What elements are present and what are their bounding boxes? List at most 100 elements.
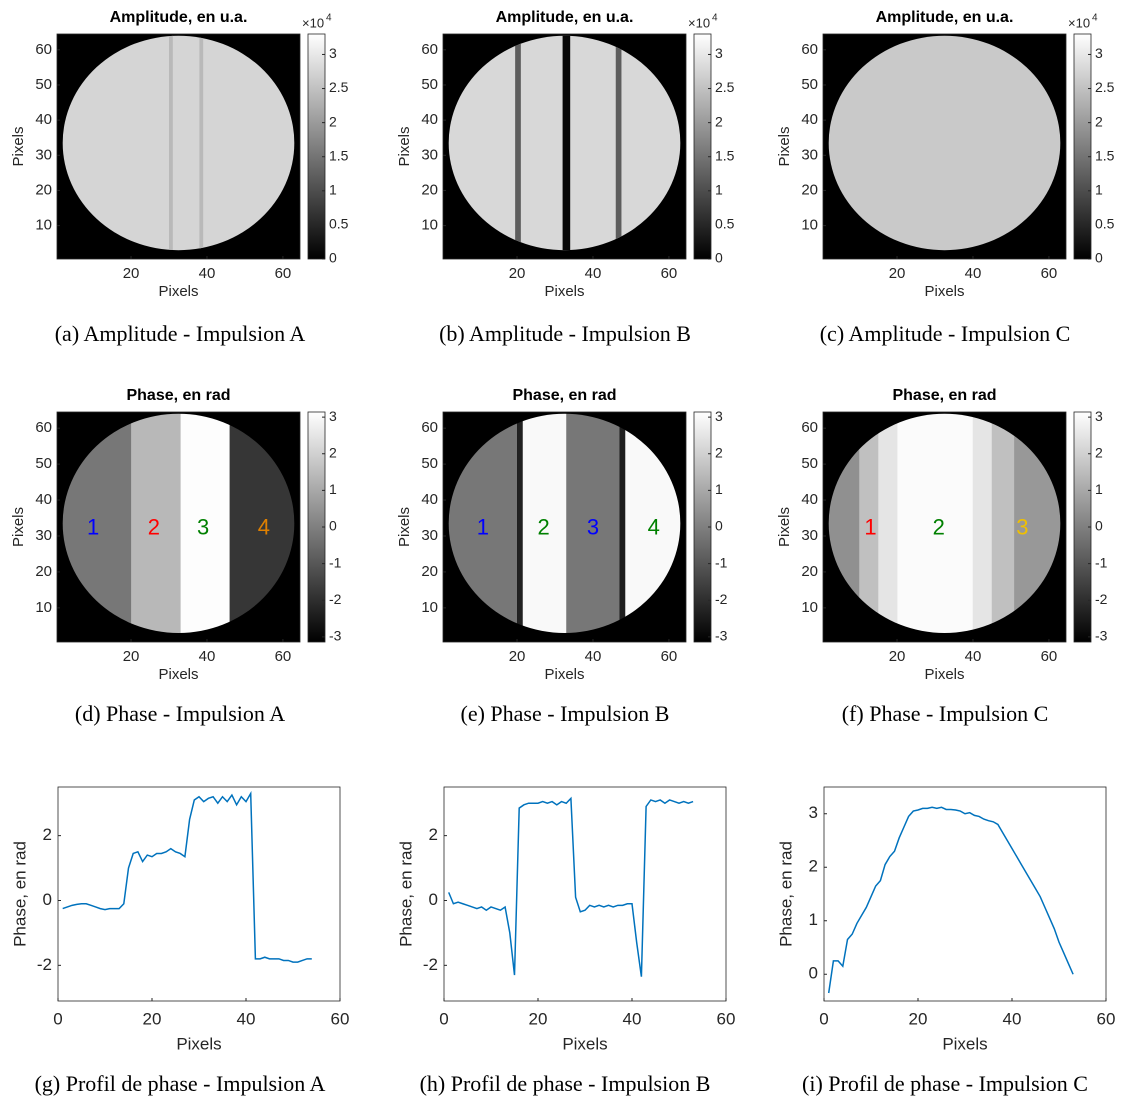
colorbar-tick-label: 0 [329,250,337,266]
y-tick-label: 20 [801,181,818,198]
x-tick-label: 20 [529,1009,548,1028]
x-axis-label: Pixels [544,666,584,683]
colorbar-tick-label: 2 [715,444,723,460]
y-tick-label: 60 [801,41,818,58]
colorbar-tick-label: -3 [1095,628,1108,644]
region-label: 3 [197,515,209,540]
y-tick-label: 10 [801,599,818,616]
y-tick-label: 2 [43,825,52,844]
y-axis-label: Phase, en rad [396,841,415,947]
image-region [828,35,1061,251]
y-tick-label: 20 [35,181,52,198]
colorbar-tick-label: 2 [1095,444,1103,460]
colorbar-tick-label: 2 [329,444,337,460]
region-label: 1 [477,515,489,540]
colorbar-tick-label: -3 [715,628,728,644]
colorbar-tick-label: 2 [1095,113,1103,129]
y-tick-label: 50 [421,455,438,472]
y-tick-label: 60 [421,41,438,58]
y-tick-label: 50 [421,76,438,93]
colorbar-tick-label: 3 [715,45,723,61]
axes-frame [442,411,687,643]
y-tick-label: 40 [801,111,818,128]
x-axis-label: Pixels [924,283,964,300]
x-tick-label: 60 [331,1009,350,1028]
x-tick-label: 0 [819,1009,828,1028]
region-label: 1 [864,515,876,540]
colorbar-tick-label: 2.5 [329,79,349,95]
colorbar-scale-base: ×10 [1068,15,1090,30]
image-region [515,35,521,251]
y-tick-label: 0 [43,890,52,909]
y-tick-label: 20 [801,563,818,580]
x-axis-label: Pixels [158,666,198,683]
chart-title: Amplitude, en u.a. [496,9,634,26]
colorbar-tick-label: 1 [715,481,723,497]
colorbar-tick-label: 3 [1095,45,1103,61]
x-tick-label: 60 [1097,1009,1116,1028]
y-tick-label: 2 [429,825,438,844]
y-tick-label: 40 [801,491,818,508]
colorbar-tick-label: 0.5 [329,216,349,232]
x-tick-label: 0 [439,1009,448,1028]
y-tick-label: 60 [421,419,438,436]
y-axis-label: Pixels [10,507,27,547]
image-region [517,413,523,634]
chart-title: Amplitude, en u.a. [876,9,1014,26]
y-tick-label: 10 [421,217,438,234]
x-tick-label: 20 [889,648,906,665]
colorbar [307,33,326,260]
y-tick-label: 50 [801,455,818,472]
colorbar-tick-label: 3 [329,408,337,424]
axes-frame [57,786,341,1002]
colorbar-tick-label: 0.5 [1095,216,1115,232]
image-region [991,413,1015,634]
y-tick-label: 50 [35,76,52,93]
y-tick-label: 10 [801,217,818,234]
region-label: 3 [587,515,599,540]
colorbar-tick-label: -2 [1095,591,1108,607]
axes-frame [822,411,1067,643]
x-tick-label: 60 [717,1009,736,1028]
y-axis-label: Pixels [10,126,27,166]
x-tick-label: 20 [889,265,906,282]
colorbar-tick-label: 2 [329,113,337,129]
x-tick-label: 40 [585,648,602,665]
colorbar-tick-label: 1.5 [715,147,735,163]
colorbar-tick-label: 2.5 [715,79,735,95]
x-tick-label: 20 [509,265,526,282]
y-tick-label: 30 [801,527,818,544]
x-axis-label: Pixels [176,1034,221,1053]
y-tick-label: 3 [809,803,818,822]
colorbar-tick-label: 2 [715,113,723,129]
y-tick-label: 10 [35,599,52,616]
caption: (g) Profil de phase - Impulsion A [35,1071,326,1096]
x-axis-label: Pixels [924,666,964,683]
region-label: 1 [87,515,99,540]
x-tick-label: 40 [965,265,982,282]
chart-title: Phase, en rad [892,387,996,404]
colorbar-tick-label: 0 [715,250,723,266]
axes-frame [56,411,301,643]
y-axis-label: Pixels [776,507,793,547]
colorbar [693,33,712,260]
x-tick-label: 40 [237,1009,256,1028]
colorbar-tick-label: 1 [1095,182,1103,198]
x-tick-label: 40 [199,265,216,282]
colorbar-tick-label: 1 [329,481,337,497]
disk [448,35,681,251]
y-tick-label: 0 [809,964,818,983]
y-tick-label: 30 [421,527,438,544]
colorbar-tick-label: 3 [715,408,723,424]
region-label: 2 [148,515,160,540]
y-tick-label: 0 [429,890,438,909]
colorbar-tick-label: -3 [329,628,342,644]
colorbar-tick-label: -1 [1095,554,1108,570]
colorbar-tick-label: 1 [715,182,723,198]
colorbar-tick-label: -2 [715,591,728,607]
y-tick-label: 30 [35,527,52,544]
image-region [169,35,173,251]
image-region [62,35,295,251]
x-tick-label: 40 [585,265,602,282]
